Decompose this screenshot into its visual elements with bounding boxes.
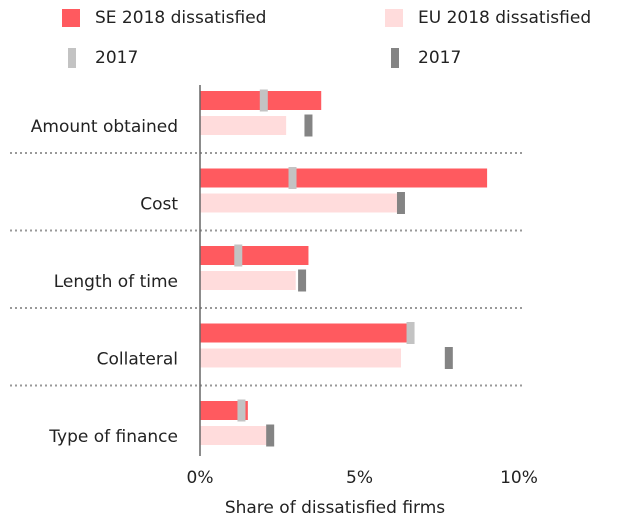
bar [200,401,248,420]
legend-label: 2017 [95,48,138,68]
category-label: Collateral [97,350,178,370]
marker [259,89,268,112]
legend-label: 2017 [418,48,461,68]
category-label: Cost [140,195,178,215]
bar [200,168,488,188]
x-axis-label: Share of dissatisfied firms [225,498,445,518]
x-tick-label: 10% [500,468,538,488]
marker [396,192,405,214]
bar [200,323,408,343]
legend-marker [391,48,399,68]
category-label: Length of time [54,272,178,292]
legend-swatch [62,9,80,27]
marker [288,167,297,189]
legend-label: SE 2018 dissatisfied [95,8,266,28]
category-label: Amount obtained [31,117,178,137]
marker [444,347,453,369]
bar [200,116,287,135]
bar [200,426,267,445]
marker [298,269,307,292]
legend-swatch [385,9,403,27]
x-tick-label: 5% [346,468,373,488]
marker [406,322,415,344]
bar [200,271,296,290]
marker [234,244,243,267]
legend-label: EU 2018 dissatisfied [418,8,591,28]
marker [304,114,313,137]
marker [266,424,275,447]
x-tick-label: 0% [187,468,214,488]
marker [237,399,246,422]
bar [200,246,309,265]
bar [200,193,401,213]
legend-marker [68,48,76,68]
bar [200,348,401,368]
category-label: Type of finance [48,427,178,447]
